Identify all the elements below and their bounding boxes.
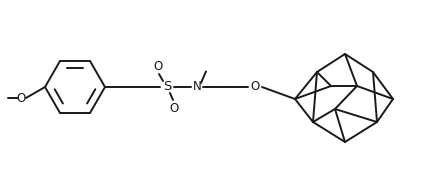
Text: N: N [193, 80, 201, 94]
Text: O: O [16, 92, 26, 104]
Text: O: O [169, 102, 179, 114]
Text: O: O [250, 80, 260, 94]
Text: O: O [153, 60, 163, 72]
Text: S: S [163, 80, 171, 94]
